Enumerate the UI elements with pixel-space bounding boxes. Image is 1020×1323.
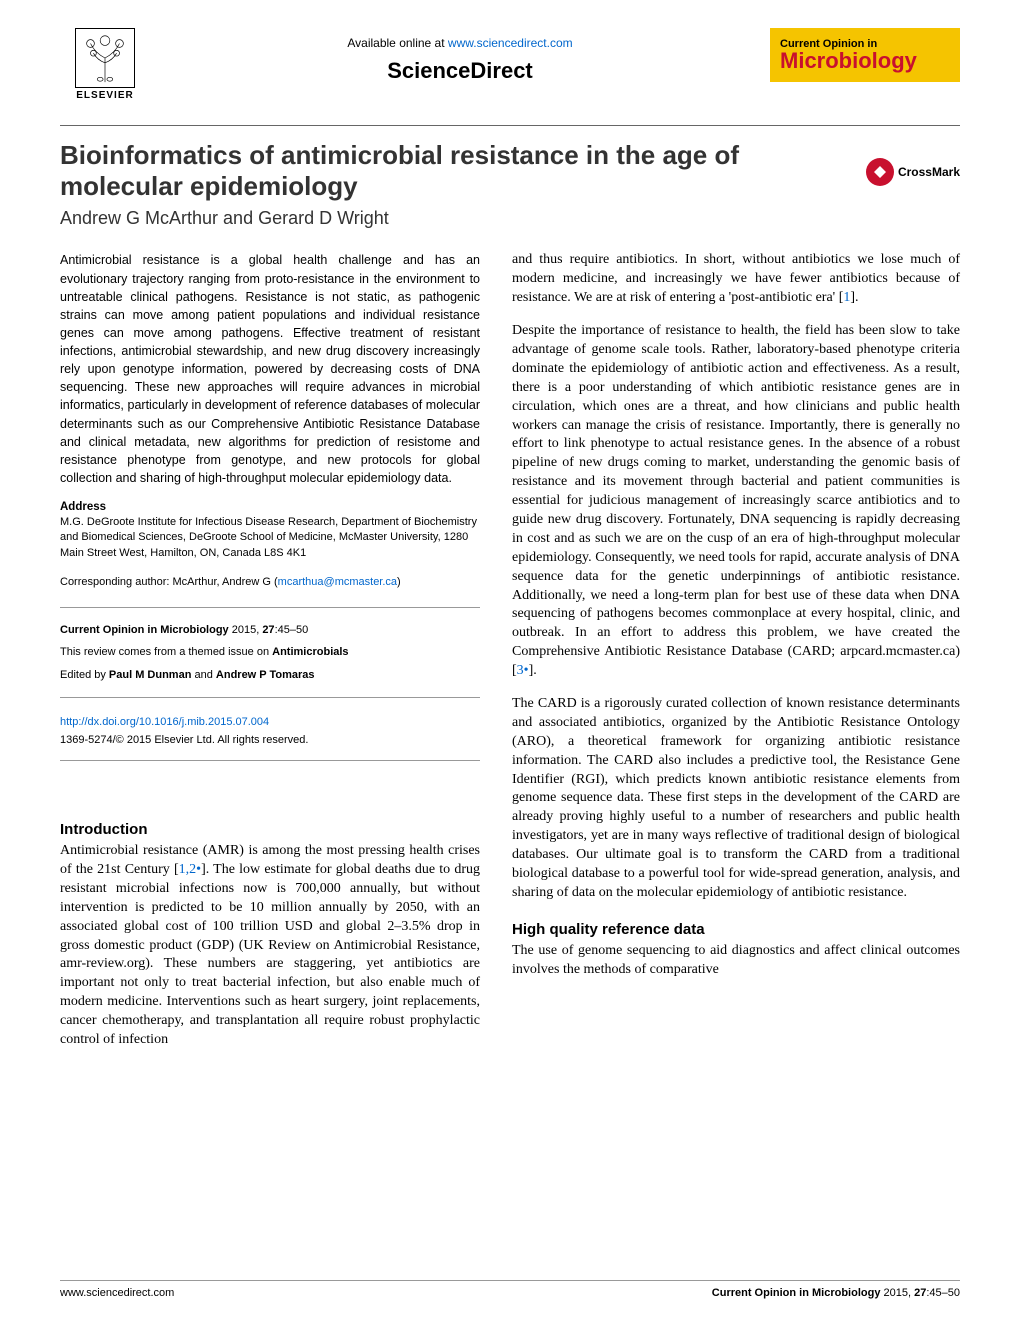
journal-title: Microbiology <box>780 50 950 72</box>
themed-topic: Antimicrobials <box>272 646 348 658</box>
title-block: Bioinformatics of antimicrobial resistan… <box>60 140 960 229</box>
intro-text-post: ]. The low estimate for global deaths du… <box>60 862 480 1047</box>
introduction-paragraph: Antimicrobial resistance (AMR) is among … <box>60 842 480 1050</box>
article-title: Bioinformatics of antimicrobial resistan… <box>60 140 846 202</box>
citation-pages: :45–50 <box>275 624 309 636</box>
citation-1-2[interactable]: 1,2• <box>179 862 201 877</box>
footer-volume: 27 <box>914 1287 926 1299</box>
address-body: M.G. DeGroote Institute for Infectious D… <box>60 515 480 561</box>
journal-name-bold: Current Opinion in Microbiology <box>60 624 229 636</box>
available-prefix: Available online at <box>347 36 448 50</box>
citation-ref-3[interactable]: 3• <box>517 663 529 678</box>
address-heading: Address <box>60 501 480 513</box>
editors-line: Edited by Paul M Dunman and Andrew P Tom… <box>60 667 480 684</box>
body-paragraph-4: The use of genome sequencing to aid diag… <box>512 942 960 980</box>
themed-issue-line: This review comes from a themed issue on… <box>60 644 480 661</box>
p2-post: ]. <box>529 663 537 678</box>
editor-and: and <box>191 669 215 681</box>
body-paragraph-3: The CARD is a rigorously curated collect… <box>512 695 960 903</box>
edited-by-prefix: Edited by <box>60 669 109 681</box>
sciencedirect-url[interactable]: www.sciencedirect.com <box>448 36 573 50</box>
publisher-logo-block: ELSEVIER <box>60 28 150 101</box>
citation-line: Current Opinion in Microbiology 2015, 27… <box>60 622 480 639</box>
citation-volume: 27 <box>262 624 274 636</box>
corresponding-email[interactable]: mcarthua@mcmaster.ca <box>278 576 397 588</box>
available-online-text: Available online at www.sciencedirect.co… <box>150 36 770 50</box>
footer-year: 2015, <box>880 1287 914 1299</box>
elsevier-tree-icon <box>75 28 135 88</box>
footer-journal: Current Opinion in Microbiology <box>712 1287 881 1299</box>
two-column-layout: Antimicrobial resistance is a global hea… <box>60 251 960 1049</box>
sciencedirect-logo-text: ScienceDirect <box>150 58 770 84</box>
left-column: Antimicrobial resistance is a global hea… <box>60 251 480 1049</box>
footer-left: www.sciencedirect.com <box>60 1287 174 1299</box>
p1-post: ]. <box>850 290 858 305</box>
corresponding-author: Corresponding author: McArthur, Andrew G… <box>60 575 480 590</box>
publisher-name: ELSEVIER <box>76 90 133 101</box>
body-paragraph-2: Despite the importance of resistance to … <box>512 322 960 681</box>
p2-pre: Despite the importance of resistance to … <box>512 323 960 678</box>
page-footer: www.sciencedirect.com Current Opinion in… <box>60 1280 960 1299</box>
header-bar: ELSEVIER Available online at www.science… <box>60 28 960 101</box>
introduction-heading: Introduction <box>60 821 480 838</box>
continuation-paragraph-1: and thus require antibiotics. In short, … <box>512 251 960 308</box>
abstract-text: Antimicrobial resistance is a global hea… <box>60 251 480 487</box>
center-header: Available online at www.sciencedirect.co… <box>150 28 770 84</box>
themed-prefix: This review comes from a themed issue on <box>60 646 272 658</box>
corresponding-suffix: ) <box>397 576 401 588</box>
editor-2: Andrew P Tomaras <box>216 669 315 681</box>
editor-1: Paul M Dunman <box>109 669 192 681</box>
crossmark-icon <box>866 158 894 186</box>
info-divider <box>60 697 480 698</box>
crossmark-label: CrossMark <box>898 165 960 179</box>
footer-right: Current Opinion in Microbiology 2015, 27… <box>712 1287 960 1299</box>
citation-year: 2015, <box>229 624 263 636</box>
right-column: and thus require antibiotics. In short, … <box>512 251 960 1049</box>
journal-logo: Current Opinion in Microbiology <box>770 28 960 82</box>
header-divider <box>60 125 960 126</box>
corresponding-prefix: Corresponding author: McArthur, Andrew G… <box>60 576 278 588</box>
p1-pre: and thus require antibiotics. In short, … <box>512 252 960 305</box>
crossmark-badge[interactable]: CrossMark <box>866 158 960 186</box>
author-list: Andrew G McArthur and Gerard D Wright <box>60 208 846 229</box>
footer-pages: :45–50 <box>926 1287 960 1299</box>
copyright-line: 1369-5274/© 2015 Elsevier Ltd. All right… <box>60 734 480 746</box>
high-quality-data-heading: High quality reference data <box>512 921 960 938</box>
doi-link[interactable]: http://dx.doi.org/10.1016/j.mib.2015.07.… <box>60 716 269 728</box>
publication-info-box: Current Opinion in Microbiology 2015, 27… <box>60 607 480 762</box>
